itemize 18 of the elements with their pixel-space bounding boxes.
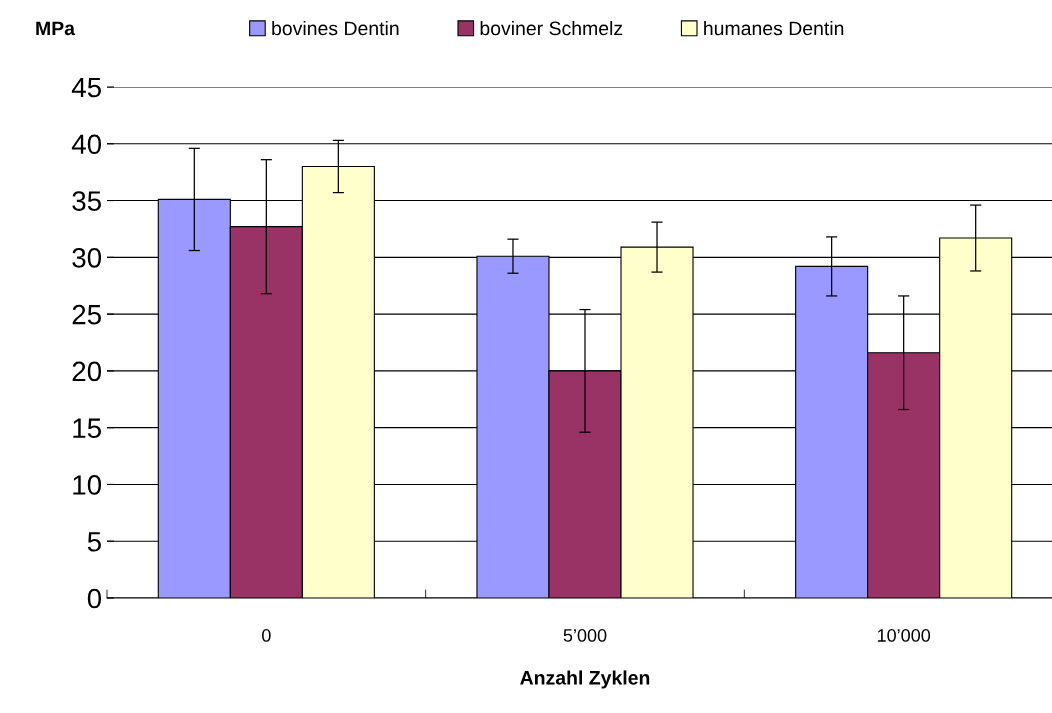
y-tick-label: 30	[72, 248, 102, 268]
y-tick-label: 10	[73, 475, 102, 495]
y-tick-label: 15	[73, 418, 101, 439]
y-axis-title: MPa	[36, 21, 76, 36]
legend-label: bovines Dentin	[272, 20, 399, 36]
y-tick-label: 0	[87, 588, 102, 609]
legend-label: humanes Dentin	[704, 20, 844, 36]
x-axis-title: Anzahl Zyklen	[520, 670, 650, 689]
y-tick-label: 25	[72, 304, 101, 325]
y-tick-label: 40	[71, 134, 102, 155]
y-tick-label: 5	[87, 532, 101, 552]
y-tick-label: 35	[72, 191, 101, 211]
y-tick-label: 45	[71, 77, 101, 98]
x-tick-label: 10’000	[877, 629, 931, 642]
x-tick-label: 0	[262, 629, 271, 642]
legend-label: boviner Schmelz	[480, 20, 623, 36]
x-tick-label: 5’000	[563, 629, 607, 642]
y-tick-label: 20	[72, 361, 102, 382]
